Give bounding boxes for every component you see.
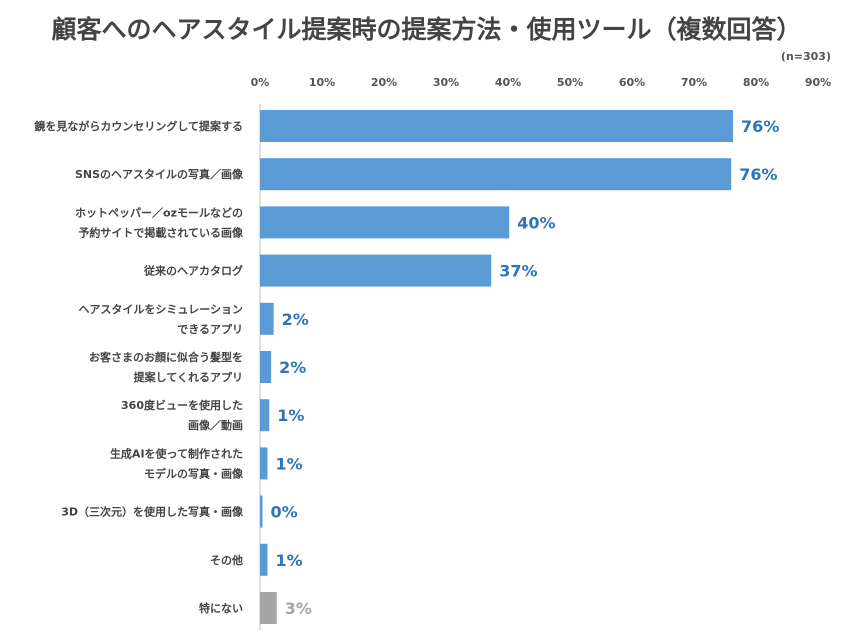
bar: [260, 399, 270, 432]
x-axis-ticks: 0% 10% 20% 30% 40% 50% 60% 70% 80% 90%: [251, 76, 832, 89]
category-labels: 鏡を見ながらカウンセリングして提案する SNSのヘアスタイルの写真／画像ホットペッ…: [34, 119, 244, 615]
value-label: 2%: [282, 310, 309, 329]
category-label: 鏡を見ながらカウンセリングして提案する: [34, 119, 243, 133]
category-label: その他: [210, 553, 243, 567]
value-label: 1%: [275, 454, 302, 473]
value-label: 1%: [277, 406, 304, 425]
category-label: 特にない: [199, 601, 243, 615]
category-label: ヘアスタイルをシミュレーション: [78, 303, 243, 316]
bar: [260, 254, 492, 287]
chart-title: 顧客へのヘアスタイル提案時の提案方法・使用ツール（複数回答）: [51, 15, 802, 44]
value-label: 0%: [270, 503, 297, 522]
x-tick-label: 0%: [251, 76, 270, 89]
category-label: 画像／動画: [188, 418, 243, 432]
value-label: 37%: [499, 262, 537, 281]
category-label: 提案してくれるアプリ: [134, 370, 243, 384]
bar: [260, 592, 277, 624]
bar: [260, 543, 268, 576]
x-tick-label: 10%: [309, 76, 335, 89]
bar: [260, 206, 510, 239]
value-label: 76%: [741, 117, 779, 136]
bar: [260, 447, 268, 480]
category-label: 予約サイトで掲載されている画像: [78, 225, 244, 239]
x-tick-label: 90%: [805, 76, 831, 89]
category-label: 生成AIを使って制作された: [110, 446, 243, 460]
category-label: 従来のヘアカタログ: [143, 264, 243, 278]
bar: [260, 495, 263, 528]
bars: [260, 110, 734, 624]
category-label: できるアプリ: [177, 322, 243, 336]
category-label: 3D（三次元）を使用した写真・画像: [61, 505, 244, 519]
category-label: モデルの写真・画像: [144, 466, 244, 480]
value-label: 76%: [739, 165, 777, 184]
value-label: 40%: [517, 213, 555, 232]
value-labels: 76% 76% 40% 37% 2% 2% 1% 1% 0% 1% 3%: [270, 117, 779, 618]
x-tick-label: 30%: [433, 76, 459, 89]
category-label: SNSのヘアスタイルの写真／画像: [75, 167, 244, 181]
bar: [260, 110, 734, 142]
bar: [260, 302, 274, 335]
x-tick-label: 20%: [371, 76, 397, 89]
category-label: お客さまのお顔に似合う髪型を: [89, 350, 243, 364]
x-tick-label: 80%: [743, 76, 769, 89]
category-label: ホットペッパー／ozモールなどの: [75, 206, 243, 219]
x-tick-label: 40%: [495, 76, 521, 89]
value-label: 3%: [285, 599, 312, 618]
value-label: 1%: [275, 551, 302, 570]
x-tick-label: 60%: [619, 76, 645, 89]
category-label: 360度ビューを使用した: [121, 398, 243, 412]
sample-size-note: (n=303): [780, 50, 831, 63]
x-tick-label: 50%: [557, 76, 583, 89]
bar: [260, 158, 732, 191]
value-label: 2%: [279, 358, 306, 377]
bar: [260, 351, 272, 383]
x-tick-label: 70%: [681, 76, 707, 89]
